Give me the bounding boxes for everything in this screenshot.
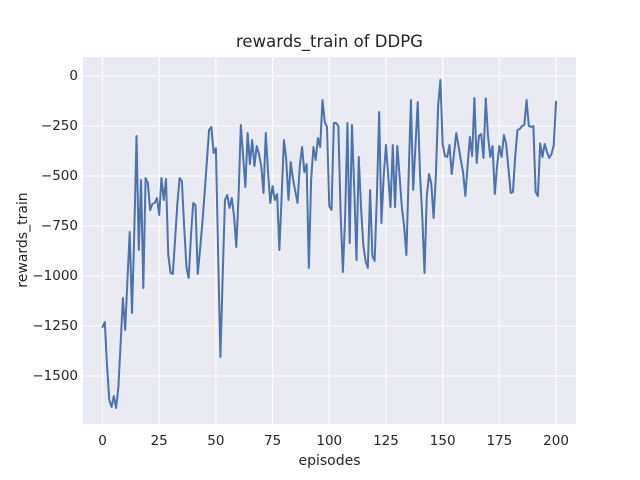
y-axis-label: rewards_train	[15, 192, 31, 288]
x-tick-label: 150	[429, 433, 456, 449]
y-tick-label: −1250	[32, 318, 78, 334]
x-tick-label: 200	[543, 433, 569, 449]
x-tick-label: 75	[263, 433, 282, 449]
x-tick-label: 50	[207, 433, 225, 449]
plot-area	[83, 57, 576, 424]
y-tick-label: −1000	[32, 268, 78, 284]
plot-canvas	[83, 57, 576, 424]
x-tick-label: 0	[98, 433, 107, 449]
x-axis-label: episodes	[298, 453, 361, 469]
y-tick-label: −1500	[32, 368, 78, 384]
y-tick-label: −500	[40, 168, 78, 184]
reward-line	[101, 79, 558, 409]
y-tick-label: −750	[40, 218, 78, 234]
x-tick-label: 100	[316, 433, 343, 449]
x-tick-label: 175	[486, 433, 513, 449]
chart-title: rewards_train of DDPG	[236, 32, 423, 51]
y-tick-label: 0	[69, 68, 78, 84]
x-tick-label: 125	[373, 433, 399, 449]
gridlines	[83, 57, 576, 424]
y-tick-label: −250	[40, 118, 78, 134]
x-tick-label: 25	[150, 433, 168, 449]
